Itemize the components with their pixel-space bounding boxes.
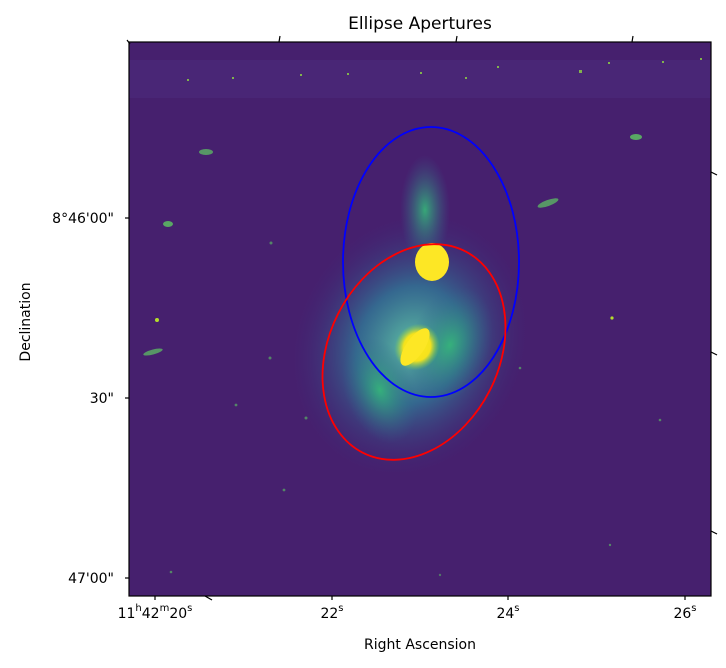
galaxy-arm: [407, 286, 493, 404]
top-tick: [126, 39, 131, 45]
noise-dot: [608, 62, 610, 64]
x-tick-label: 11h42m20s: [118, 603, 193, 622]
galaxy-core-lower: [400, 328, 430, 366]
star: [234, 403, 238, 407]
star: [169, 570, 173, 574]
top-tick: [455, 35, 458, 43]
star: [438, 573, 442, 577]
y-tick-label: 30": [90, 391, 114, 407]
noise-dot: [347, 73, 349, 75]
y-tick-label: 47'00": [68, 571, 114, 587]
noise-dot: [662, 61, 664, 63]
star: [155, 318, 159, 322]
noise-dot: [700, 58, 702, 60]
x-axis-label: Right Ascension: [364, 637, 476, 653]
galaxy-arm: [400, 155, 450, 265]
right-tick: [710, 351, 718, 356]
x-ticks: [126, 35, 686, 601]
star: [658, 418, 662, 422]
right-tick: [710, 171, 718, 176]
noise-dot: [465, 77, 467, 79]
y-ticks: [125, 171, 718, 579]
x-tick-label: 24s: [496, 603, 519, 622]
x-tick-label: 26s: [673, 603, 696, 622]
plot-title: Ellipse Apertures: [348, 14, 492, 34]
image-panel: [129, 42, 711, 596]
star: [304, 416, 308, 420]
y-tick-label: 8°46'00": [52, 211, 114, 227]
noise-dot: [232, 77, 234, 79]
background-galaxy: [163, 221, 173, 227]
noise-dot: [497, 66, 499, 68]
star: [610, 316, 614, 320]
background-galaxy: [537, 198, 559, 208]
noise-dot: [420, 72, 422, 74]
background-galaxy: [199, 149, 213, 155]
background-galaxy: [630, 134, 642, 140]
edge-noise: [187, 58, 702, 81]
blue-aperture: [342, 126, 520, 398]
star: [269, 241, 273, 245]
background-sources: [143, 134, 662, 577]
red-aperture: [321, 243, 507, 461]
x-tick: [204, 595, 213, 601]
right-tick: [710, 530, 718, 535]
top-tick: [278, 35, 281, 43]
x-tick-label: 22s: [320, 603, 343, 622]
noise-dot: [579, 70, 582, 73]
star: [282, 488, 286, 492]
galaxy-arm: [342, 336, 418, 444]
noise-band: [129, 60, 711, 98]
y-axis-label: Declination: [18, 282, 34, 361]
noise-dot: [187, 79, 189, 81]
axes-frame: [128, 41, 712, 597]
top-tick: [631, 35, 634, 43]
star: [518, 366, 522, 370]
star: [608, 543, 612, 547]
noise-dot: [300, 74, 302, 76]
background-galaxy: [143, 348, 163, 356]
star: [268, 356, 272, 360]
galaxy-core-upper: [415, 243, 449, 281]
